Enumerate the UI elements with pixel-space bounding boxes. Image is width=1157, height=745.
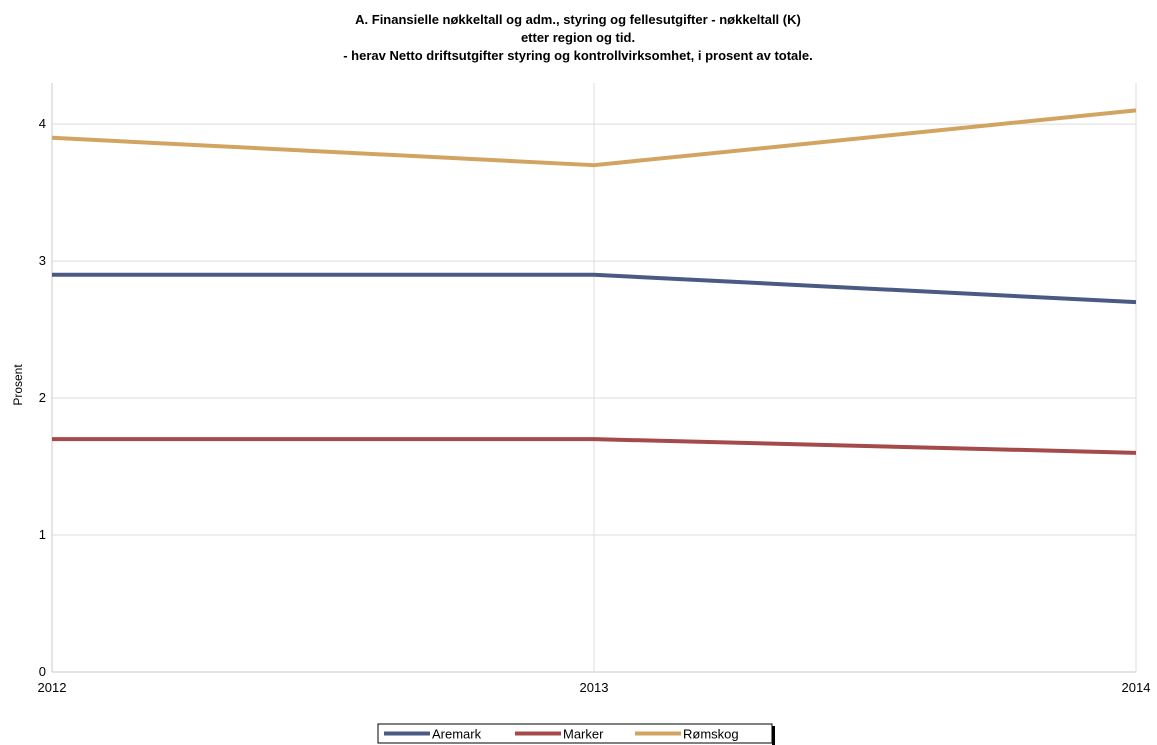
x-axis-ticks: 2012 2013 2014 <box>38 680 1151 695</box>
y-axis-ticks: 0 1 2 3 4 <box>39 116 46 679</box>
chart-title-line-2: etter region og tid. <box>521 30 635 45</box>
chart-title-line-1: A. Finansielle nøkkeltall og adm., styri… <box>355 12 801 27</box>
legend-shadow <box>772 726 775 745</box>
chart-title-line-3: - herav Netto driftsutgifter styring og … <box>343 48 813 63</box>
legend-label: Marker <box>563 727 604 742</box>
y-tick-label: 4 <box>39 116 46 131</box>
legend-label: Rømskog <box>683 727 739 742</box>
y-tick-label: 1 <box>39 527 46 542</box>
chart-title: A. Finansielle nøkkeltall og adm., styri… <box>343 12 813 63</box>
series-line-marker <box>52 437 1137 455</box>
y-tick-label: 0 <box>39 664 46 679</box>
grid <box>52 83 1136 672</box>
legend: Aremark Marker Rømskog <box>377 723 775 745</box>
series-lines <box>51 108 1137 455</box>
series-line-rømskog <box>51 108 1137 168</box>
y-tick-label: 3 <box>39 253 46 268</box>
x-tick-label: 2013 <box>580 680 609 695</box>
x-tick-label: 2014 <box>1122 680 1151 695</box>
y-tick-label: 2 <box>39 390 46 405</box>
series-line-aremark <box>52 272 1137 305</box>
y-axis-label: Prosent <box>11 364 25 406</box>
legend-label: Aremark <box>432 727 482 742</box>
x-tick-label: 2012 <box>38 680 67 695</box>
